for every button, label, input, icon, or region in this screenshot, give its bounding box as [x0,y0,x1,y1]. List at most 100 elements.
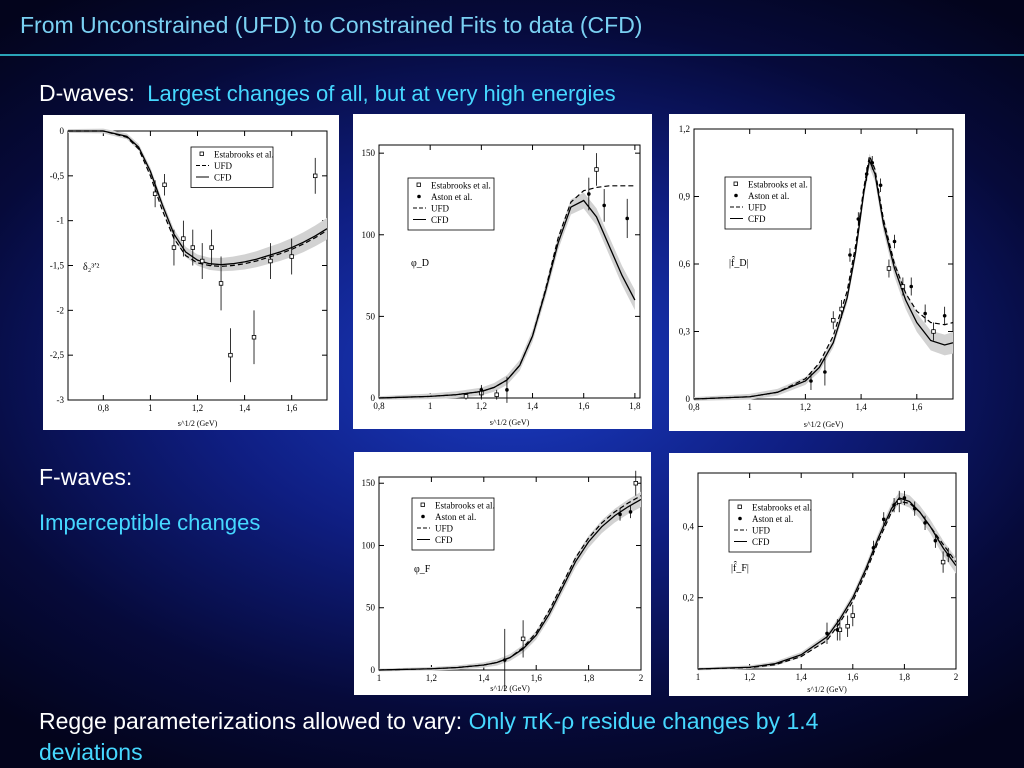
legend-label: CFD [752,537,770,547]
aston-point [923,311,927,316]
x-tick-label: 0,8 [98,403,110,413]
y-tick-label: 100 [362,540,376,550]
cfd-line [378,199,636,399]
legend-box [411,497,495,551]
legend-label: Estabrooks et al. [748,180,808,190]
estabrooks-point [594,167,599,172]
footer-text: Regge parameterizations allowed to vary:… [39,706,999,768]
y-tick-label: 100 [362,230,376,240]
estabrooks-point [190,245,195,250]
y-tick-label: 0 [60,126,65,136]
legend-symbol-estabrooks [733,181,738,186]
aston-point [892,239,897,244]
aston-point [909,284,914,289]
legend-box [407,177,495,231]
estabrooks-point [931,329,936,334]
plot-frame [378,476,642,671]
x-axis-label: s^1/2 (GeV) [490,684,530,693]
aston-point [942,313,947,318]
x-tick-label: 1,6 [531,673,543,683]
x-tick-label: 1,4 [527,401,539,411]
plot-d-wave-phase: 0,8 1 1,2 1,4 1,6 1,8 0 50 100 150 s^1/2 (GeV) φ_D E… [353,114,652,429]
estabrooks-point [831,318,836,323]
aston-point [923,521,927,525]
x-axis-label: s^1/2 (GeV) [807,685,847,694]
title-divider [0,54,1024,56]
x-tick-label: 1,4 [796,672,808,682]
x-axis-label: s^1/2 (GeV) [178,419,218,428]
estabrooks-point [209,245,214,250]
x-tick-label: 1 [747,402,752,412]
d-waves-heading: D-waves: Largest changes of all, but at … [39,80,616,107]
plot-svg-4: 1 1,2 1,4 1,6 1,8 2 0,2 0,4 s^1/2 (GeV) |f̂_F| Est… [683,472,959,694]
plot-svg-3: 1 1,2 1,4 1,6 1,8 2 0 50 100 150 s^1/2 (GeV) φ_F Est… [362,470,643,693]
x-tick-label: 2 [954,672,959,682]
estabrooks-point [268,258,273,264]
plot-frame [378,144,641,399]
legend-symbol-estabrooks [737,504,742,509]
y-axis-label: φ_F [414,564,431,575]
legend-symbol-estabrooks [199,151,204,156]
plot-f-wave-phase: 1 1,2 1,4 1,6 1,8 2 0 50 100 150 s^1/2 (GeV) φ_F Est… [354,452,651,695]
aston-point [878,183,883,188]
estabrooks-point [162,182,167,187]
aston-point [505,388,509,392]
estabrooks-point [152,191,158,196]
aston-point [946,553,951,557]
x-tick-label: 1 [148,403,153,413]
estabrooks-point [494,392,499,397]
x-tick-label: 1 [696,672,701,682]
aston-point [587,192,591,196]
legend-label: Estabrooks et al. [435,501,495,511]
estabrooks-point [463,394,469,399]
x-tick-label: 1,2 [744,672,755,682]
d-waves-note: Largest changes of all, but at very high… [147,81,616,106]
aston-point [848,253,852,257]
estabrooks-point [897,499,902,504]
plot-f-wave-modulus: 1 1,2 1,4 1,6 1,8 2 0,2 0,4 s^1/2 (GeV) |f̂_F| Est… [669,453,968,696]
legend-symbol-aston [734,193,738,198]
estabrooks-point [218,281,224,286]
y-axis-label: |f̂_F| [731,561,749,574]
legend-label: UFD [214,161,233,171]
x-tick-label: 1 [377,673,382,683]
footer-highlight: Only πK-ρ residue changes by 1.4 [468,708,819,734]
aston-point [625,216,630,221]
x-tick-label: 1,2 [426,673,437,683]
x-tick-label: 1 [428,401,433,411]
aston-point [871,546,876,550]
legend-label: UFD [431,204,450,214]
plot-d-wave-delta: 0,8 1 1,2 1,4 1,6 0 -0,5 -1 -1,5 -2 -2,5 -3 s^1/2 (G… [43,115,339,430]
x-tick-label: 1,4 [478,673,490,683]
x-axis-label: s^1/2 (GeV) [804,420,844,429]
f-waves-note: Imperceptible changes [39,510,261,535]
estabrooks-point [633,481,638,486]
legend-symbol-aston [421,514,425,519]
aston-point [835,628,840,632]
estabrooks-point [886,266,892,271]
y-tick-label: 50 [366,311,376,321]
legend-label: CFD [431,215,449,225]
x-tick-label: 0,8 [373,401,385,411]
legend-box [728,499,812,553]
estabrooks-point [900,284,906,289]
y-tick-label: 0,2 [683,593,694,603]
x-tick-label: 1,6 [911,402,923,412]
footer-tail: deviations [39,739,143,765]
legend-label: Estabrooks et al. [214,150,274,160]
y-tick-label: -2 [57,305,65,315]
y-tick-label: 1,2 [679,124,690,134]
cfd-line [68,130,328,266]
legend-label: Aston et al. [748,191,789,201]
y-tick-label: 50 [366,603,376,613]
y-tick-label: 150 [362,148,376,158]
aston-point [628,510,633,514]
legend-label: UFD [435,524,454,534]
aston-point [809,379,813,383]
y-tick-label: 0,4 [683,521,695,531]
x-tick-label: 1,6 [578,401,590,411]
aston-point [870,160,875,165]
x-tick-label: 1,8 [583,673,595,683]
plot-svg-1: 0,8 1 1,2 1,4 1,6 1,8 0 50 100 150 s^1/2 (GeV) φ_D E… [362,144,641,427]
estabrooks-point [850,613,855,618]
